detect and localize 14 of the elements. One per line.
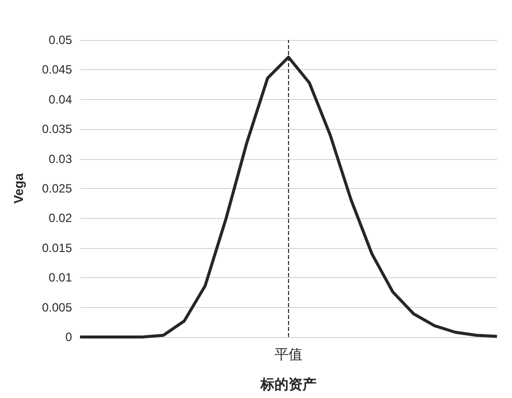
y-axis-title: Vega: [11, 172, 26, 204]
y-tick-label: 0.02: [48, 211, 72, 226]
y-tick-label: 0.045: [42, 62, 72, 77]
y-tick-label: 0.015: [42, 240, 72, 255]
y-tick-label: 0.05: [48, 33, 72, 47]
y-tick-label: 0.04: [48, 92, 72, 106]
x-tick-label: 平值: [274, 346, 302, 362]
x-axis-title: 标的资产: [260, 376, 316, 392]
y-tick-label: 0.005: [42, 300, 72, 314]
y-tick-label: 0.025: [42, 182, 72, 196]
y-tick-label: 0.01: [48, 270, 72, 285]
y-tick-label: 0.03: [48, 152, 72, 166]
y-tick-label: 0.035: [42, 122, 72, 136]
y-tick-label: 0: [65, 330, 72, 344]
